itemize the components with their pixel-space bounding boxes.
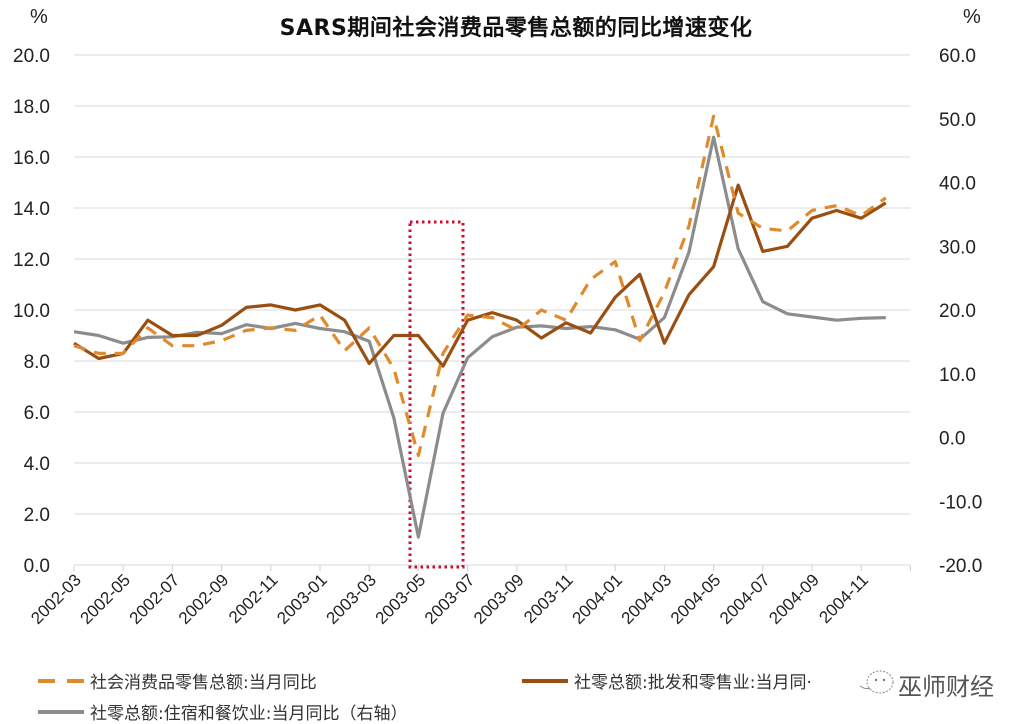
right-axis-unit: % [963, 6, 981, 28]
right-axis-tick: 40.0 [939, 174, 976, 195]
sars-highlight-box [408, 220, 465, 569]
x-axis-tick-label: 2003-03 [322, 570, 380, 628]
left-axis-tick: 6.0 [24, 403, 50, 424]
x-axis-tick-label: 2004-11 [815, 570, 872, 627]
left-axis-tick: 20.0 [13, 46, 50, 67]
right-axis-tick: 20.0 [939, 301, 976, 322]
series-line-0 [73, 114, 887, 457]
series-line-1 [73, 183, 887, 368]
right-axis-tick: -10.0 [939, 492, 982, 513]
right-axis-tick: 50.0 [939, 110, 976, 131]
left-axis-tick: 10.0 [13, 301, 50, 322]
legend-item-wholesale-retail: 社零总额:批发和零售业:当月同· [522, 668, 812, 693]
x-axis-tick-label: 2004-09 [765, 570, 823, 628]
left-axis-tick: 0.0 [24, 556, 50, 577]
left-axis-tick: 8.0 [24, 352, 50, 373]
chart-title: SARS期间社会消费品零售总额的同比增速变化 [279, 16, 753, 41]
x-axis-tick-label: 2002-05 [76, 570, 134, 628]
left-axis-tick: 18.0 [13, 97, 50, 118]
legend-label: 社会消费品零售总额:当月同比 [90, 673, 317, 693]
legend-label: 社零总额:住宿和餐饮业:当月同比（右轴） [90, 704, 408, 724]
legend-dashed-swatch [38, 678, 84, 683]
x-axis-tick-label: 2004-05 [667, 570, 725, 628]
x-axis-tick-label: 2003-07 [421, 570, 479, 628]
legend-solid-swatch [522, 678, 568, 683]
right-axis-tick: 60.0 [939, 46, 976, 67]
x-axis-tick-label: 2004-03 [618, 570, 676, 628]
left-axis-tick: 14.0 [13, 199, 50, 220]
x-axis-tick-label: 2004-01 [568, 570, 626, 628]
x-axis-tick-label: 2003-11 [520, 570, 577, 627]
x-axis-tick-label: 2002-09 [175, 570, 233, 628]
legend-solid-swatch [38, 709, 84, 714]
legend-item-total-retail: 社会消费品零售总额:当月同比 [38, 668, 317, 693]
legend-label: 社零总额:批发和零售业:当月同· [574, 673, 812, 693]
left-axis-tick: 16.0 [13, 148, 50, 169]
wechat-logo-icon [859, 670, 894, 694]
watermark: 巫师财经 [898, 673, 994, 701]
x-axis-tick-label: 2002-07 [126, 570, 184, 628]
x-axis-tick-label: 2003-01 [273, 570, 331, 628]
x-axis-tick-label: 2004-07 [716, 570, 774, 628]
x-axis-tick-label: 2002-11 [225, 570, 282, 627]
x-axis-tick-label: 2003-09 [470, 570, 528, 628]
series-line-2 [73, 135, 886, 539]
legend-item-catering: 社零总额:住宿和餐饮业:当月同比（右轴） [38, 699, 407, 724]
right-axis-tick: 30.0 [939, 237, 976, 258]
left-axis-unit: % [30, 6, 48, 28]
right-axis-tick: -20.0 [939, 556, 982, 577]
left-axis-tick: 2.0 [24, 505, 50, 526]
right-axis-tick: 10.0 [939, 365, 976, 386]
left-axis-tick: 4.0 [24, 454, 50, 475]
x-axis-tick-label: 2002-03 [27, 570, 85, 628]
x-axis-tick-label: 2003-05 [372, 570, 430, 628]
left-axis-tick: 12.0 [13, 250, 50, 271]
right-axis-tick: 0.0 [939, 429, 965, 450]
